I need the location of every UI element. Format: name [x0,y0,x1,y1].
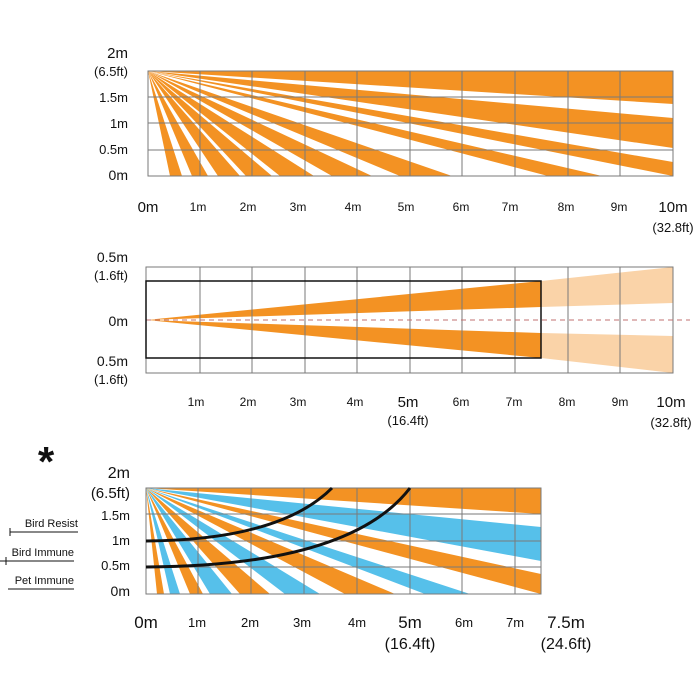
mid-y-label-bottom: 0.5m [97,353,128,369]
top-y-label-1.5m: 1.5m [99,90,128,105]
bot-x-label-1m: 1m [188,615,206,630]
top-y-label-2m-ft: (6.5ft) [94,64,128,79]
bot-x-label-5m-ft: (16.4ft) [385,636,436,653]
mid-x-label-9m: 9m [612,395,629,409]
mid-y-label-0m: 0m [109,313,128,329]
top-x-label-1m: 1m [190,200,207,214]
mid-beam-upper-ext [541,267,673,307]
bird-immune-label: Bird Immune [12,547,74,559]
top-x-label-10m-ft: (32.8ft) [652,220,693,235]
top-x-label-4m: 4m [345,200,362,214]
bot-x-label-4m: 4m [348,615,366,630]
mid-x-label-5m: 5m [398,394,419,411]
pet-immune-curve [145,487,412,569]
mid-beam-upper [146,281,541,320]
top-x-label-5m: 5m [398,200,415,214]
bot-beam-far [146,488,541,561]
mid-x-label-3m: 3m [290,395,307,409]
bot-immunity-curves [145,486,412,569]
top-y-label-1m: 1m [110,116,128,131]
bot-x-label-3m: 3m [293,615,311,630]
mid-beam-lower [146,320,541,358]
top-x-label-10m: 10m [658,199,687,216]
bot-x-label-2m: 2m [241,615,259,630]
top-x-label-2m: 2m [240,200,257,214]
top-x-label-9m: 9m [611,200,628,214]
immunity-brackets [0,528,78,590]
asterisk-mark: * [38,438,55,485]
bot-x-label-7.5m: 7.5m [547,613,585,632]
pet-immune-label: Pet Immune [15,575,74,587]
bot-y-label-0.5m: 0.5m [101,558,130,573]
mid-x-label-10m-ft: (32.8ft) [650,415,691,430]
top-grid [147,70,674,177]
mid-x-label-2m: 2m [240,395,257,409]
top-x-label-6m: 6m [453,200,470,214]
mid-x-label-6m: 6m [453,395,470,409]
top-y-label-2m: 2m [107,45,128,62]
mid-x-label-7m: 7m [506,395,523,409]
mid-beam-lower-ext [541,333,673,373]
top-x-label-8m: 8m [558,200,575,214]
mid-coverage-box [145,280,542,359]
mid-y-label-bottom-ft: (1.6ft) [94,372,128,387]
bot-y-label-2m: 2m [108,465,130,482]
top-view-panel: 2m (6.5ft) 1.5m 1m 0.5m 0m 0m 1m 2m 3m 4… [94,45,694,235]
bot-y-label-2m-ft: (6.5ft) [91,485,130,502]
bot-x-label-7.5m-ft: (24.6ft) [541,636,592,653]
side-view-panel: 0.5m (1.6ft) 0m 0.5m (1.6ft) 1m 2m 3m 4m… [94,249,692,430]
mid-x-label-5m-ft: (16.4ft) [387,413,428,428]
mid-beams [146,267,673,373]
bot-beam-far [146,488,541,514]
bird-resist-label: Bird Resist [25,518,78,530]
top-x-label-0m: 0m [138,199,159,216]
top-x-label-3m: 3m [290,200,307,214]
pet-immune-panel: * 2m (6.5ft) 1.5m 1m 0.5m 0m Bird Resist… [0,438,591,653]
top-x-label-7m: 7m [502,200,519,214]
top-y-label-0.5m: 0.5m [99,142,128,157]
bot-y-label-0m: 0m [111,583,130,599]
bot-x-label-6m: 6m [455,615,473,630]
bot-x-label-7m: 7m [506,615,524,630]
bot-y-label-1m: 1m [112,533,130,548]
mid-x-label-8m: 8m [559,395,576,409]
bot-x-label-5m: 5m [398,613,422,632]
mid-x-label-4m: 4m [347,395,364,409]
bot-y-label-1.5m: 1.5m [101,508,130,523]
top-y-label-0m: 0m [109,167,128,183]
mid-y-label-top: 0.5m [97,249,128,265]
bot-x-label-0m: 0m [134,613,158,632]
mid-x-label-1m: 1m [188,395,205,409]
mid-y-label-top-ft: (1.6ft) [94,268,128,283]
mid-grid [145,266,690,374]
bird-immune-curve [145,486,334,543]
mid-x-label-10m: 10m [656,394,685,411]
